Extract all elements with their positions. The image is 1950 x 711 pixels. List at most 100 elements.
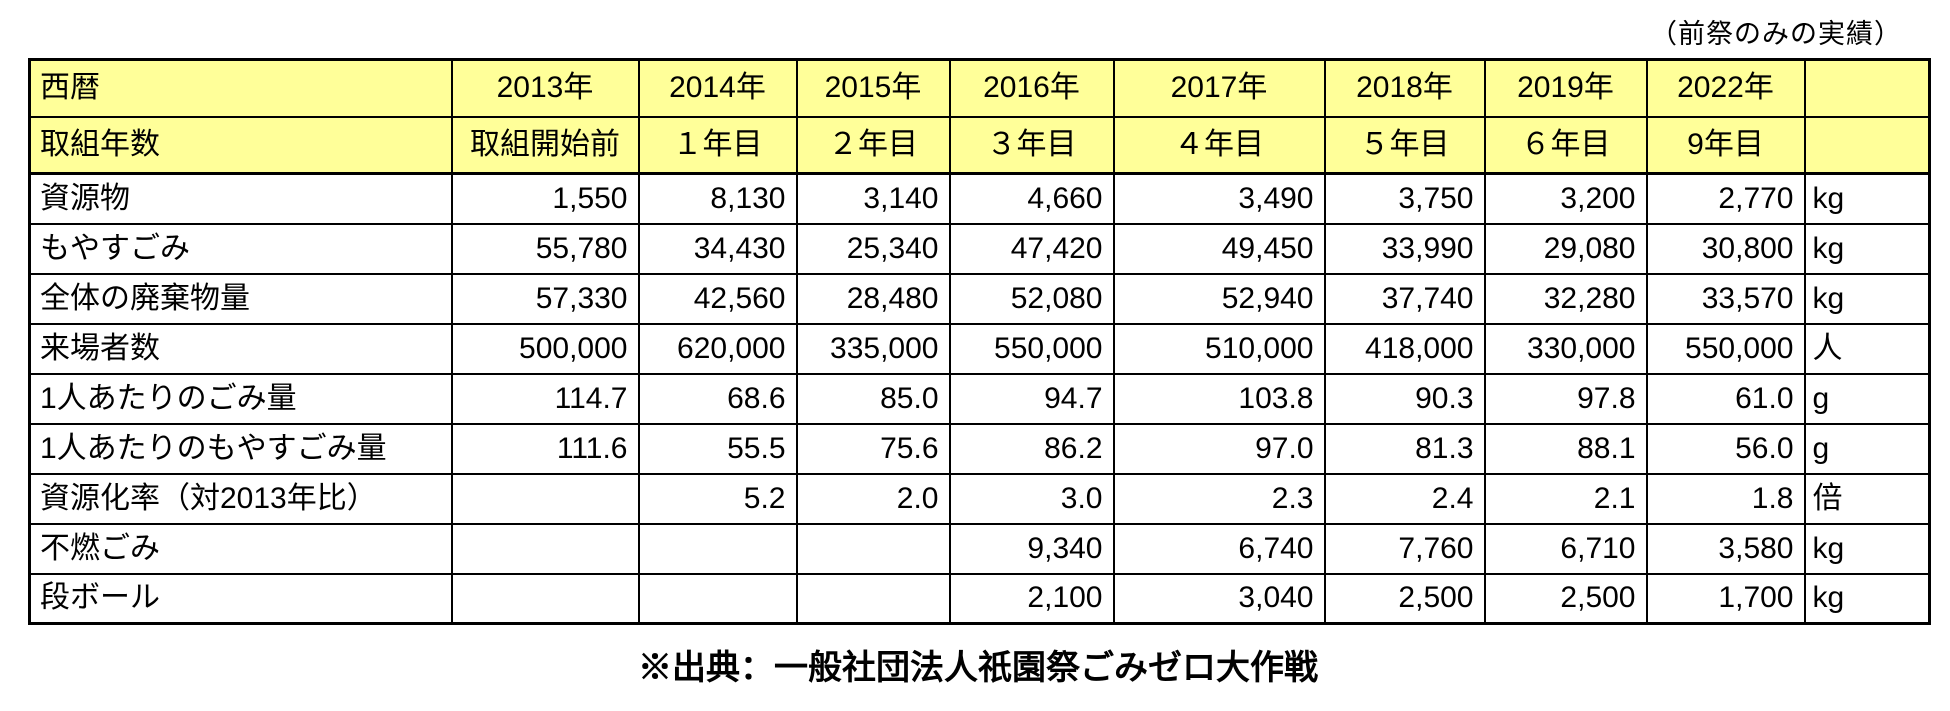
value-cell: 32,280 (1483, 272, 1648, 325)
value-cell (795, 572, 951, 625)
header-row-label: 西暦 (28, 58, 453, 118)
header-cell: 取組開始前 (450, 115, 640, 175)
value-cell (795, 522, 951, 575)
value-cell: 49,450 (1112, 222, 1326, 275)
value-cell (637, 572, 798, 625)
value-cell: 1,700 (1645, 572, 1806, 625)
value-cell: 3,140 (795, 172, 951, 225)
value-cell: 81.3 (1323, 422, 1486, 475)
unit-cell: g (1803, 422, 1931, 475)
value-cell: 8,130 (637, 172, 798, 225)
value-cell: 52,940 (1112, 272, 1326, 325)
value-cell: 2,100 (948, 572, 1115, 625)
value-cell: 5.2 (637, 472, 798, 525)
value-cell: 75.6 (795, 422, 951, 475)
value-cell: 1,550 (450, 172, 640, 225)
table-row: 1人あたりのごみ量 114.7 68.6 85.0 94.7 103.8 90.3 97.8 6… (28, 372, 1931, 425)
header-cell: 2018年 (1323, 58, 1486, 118)
header-row-1: 西暦 2013年 2014年 2015年 2016年 2017年 2018年 2019年 202… (28, 58, 1931, 118)
table-row: 資源化率（対2013年比） 5.2 2.0 3.0 2.3 2.4 2.1 1.8 倍 (28, 472, 1931, 525)
value-cell: 3.0 (948, 472, 1115, 525)
value-cell: 4,660 (948, 172, 1115, 225)
value-cell: 2,500 (1323, 572, 1486, 625)
value-cell: 2.0 (795, 472, 951, 525)
value-cell: 42,560 (637, 272, 798, 325)
table-row: 資源物 1,550 8,130 3,140 4,660 3,490 3,750 3,200 2,… (28, 172, 1931, 225)
value-cell: 418,000 (1323, 322, 1486, 375)
value-cell: 550,000 (1645, 322, 1806, 375)
value-cell: 330,000 (1483, 322, 1648, 375)
unit-cell: kg (1803, 222, 1931, 275)
row-label: 不燃ごみ (28, 522, 453, 575)
row-label: もやすごみ (28, 222, 453, 275)
table-row: 1人あたりのもやすごみ量 111.6 55.5 75.6 86.2 97.0 81.3 88.… (28, 422, 1931, 475)
value-cell: 34,430 (637, 222, 798, 275)
value-cell (450, 572, 640, 625)
value-cell: 90.3 (1323, 372, 1486, 425)
table-body: 西暦 2013年 2014年 2015年 2016年 2017年 2018年 2019年 202… (28, 58, 1931, 625)
value-cell: 3,490 (1112, 172, 1326, 225)
row-label: 資源物 (28, 172, 453, 225)
unit-cell: kg (1803, 522, 1931, 575)
row-label: 1人あたりのもやすごみ量 (28, 422, 453, 475)
value-cell: 55,780 (450, 222, 640, 275)
value-cell: 61.0 (1645, 372, 1806, 425)
value-cell: 3,200 (1483, 172, 1648, 225)
table-row: もやすごみ 55,780 34,430 25,340 47,420 49,450 33,99… (28, 222, 1931, 275)
value-cell: 28,480 (795, 272, 951, 325)
header-cell: 2016年 (948, 58, 1115, 118)
row-label: 来場者数 (28, 322, 453, 375)
value-cell (450, 522, 640, 575)
header-cell: 2015年 (795, 58, 951, 118)
unit-cell: kg (1803, 172, 1931, 225)
value-cell: 3,750 (1323, 172, 1486, 225)
value-cell: 97.0 (1112, 422, 1326, 475)
table-row: 全体の廃棄物量 57,330 42,560 28,480 52,080 52,940 37,… (28, 272, 1931, 325)
waste-data-table: 西暦 2013年 2014年 2015年 2016年 2017年 2018年 2019年 202… (28, 58, 1931, 625)
value-cell: 335,000 (795, 322, 951, 375)
value-cell: 1.8 (1645, 472, 1806, 525)
value-cell: 52,080 (948, 272, 1115, 325)
row-label: 全体の廃棄物量 (28, 272, 453, 325)
value-cell: 2.1 (1483, 472, 1648, 525)
value-cell: 2,770 (1645, 172, 1806, 225)
value-cell: 68.6 (637, 372, 798, 425)
value-cell: 6,740 (1112, 522, 1326, 575)
value-cell (637, 522, 798, 575)
unit-cell: kg (1803, 572, 1931, 625)
value-cell: 33,570 (1645, 272, 1806, 325)
value-cell: 2,500 (1483, 572, 1648, 625)
header-cell: 9年目 (1645, 115, 1806, 175)
value-cell: 3,580 (1645, 522, 1806, 575)
unit-cell: kg (1803, 272, 1931, 325)
header-cell: 2013年 (450, 58, 640, 118)
value-cell: 550,000 (948, 322, 1115, 375)
header-row-label: 取組年数 (28, 115, 453, 175)
value-cell: 86.2 (948, 422, 1115, 475)
value-cell: 85.0 (795, 372, 951, 425)
value-cell: 2.3 (1112, 472, 1326, 525)
value-cell: 94.7 (948, 372, 1115, 425)
header-row-2: 取組年数 取組開始前 １年目 ２年目 ３年目 ４年目 ５年目 ６年目 9年目 (28, 115, 1931, 175)
table-row: 段ボール 2,100 3,040 2,500 2,500 1,700 kg (28, 572, 1931, 625)
value-cell: 500,000 (450, 322, 640, 375)
value-cell: 111.6 (450, 422, 640, 475)
value-cell: 30,800 (1645, 222, 1806, 275)
value-cell: 47,420 (948, 222, 1115, 275)
value-cell: 57,330 (450, 272, 640, 325)
value-cell: 97.8 (1483, 372, 1648, 425)
value-cell: 7,760 (1323, 522, 1486, 575)
value-cell: 29,080 (1483, 222, 1648, 275)
unit-cell: g (1803, 372, 1931, 425)
header-cell: ６年目 (1483, 115, 1648, 175)
unit-cell: 人 (1803, 322, 1931, 375)
header-cell: 2017年 (1112, 58, 1326, 118)
header-cell: 2014年 (637, 58, 798, 118)
header-cell (1803, 58, 1931, 118)
unit-cell: 倍 (1803, 472, 1931, 525)
value-cell: 25,340 (795, 222, 951, 275)
table-row: 不燃ごみ 9,340 6,740 7,760 6,710 3,580 kg (28, 522, 1931, 575)
value-cell: 56.0 (1645, 422, 1806, 475)
value-cell: 33,990 (1323, 222, 1486, 275)
header-cell (1803, 115, 1931, 175)
